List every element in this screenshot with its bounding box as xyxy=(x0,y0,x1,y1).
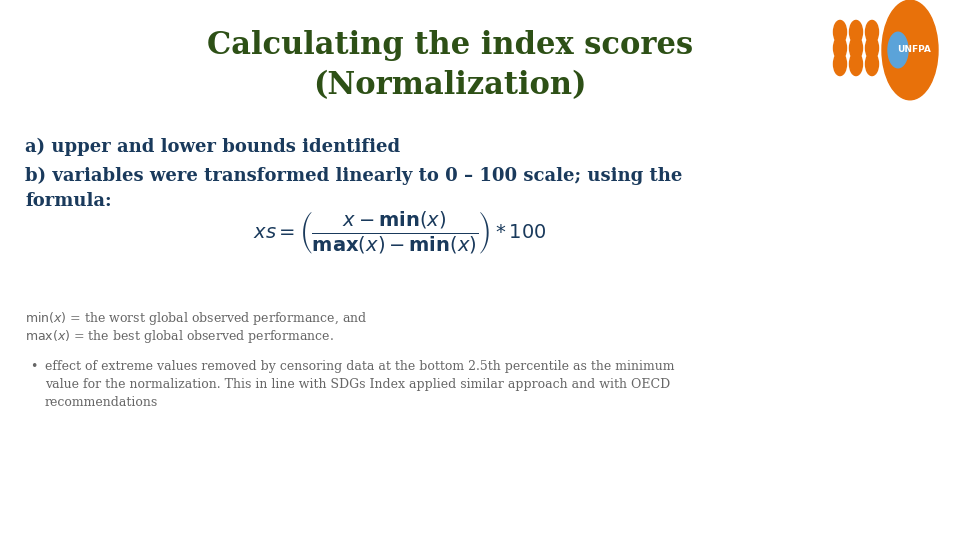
Ellipse shape xyxy=(882,0,938,100)
Text: (Normalization): (Normalization) xyxy=(313,70,587,101)
Ellipse shape xyxy=(833,21,847,44)
Ellipse shape xyxy=(850,36,862,59)
Ellipse shape xyxy=(850,52,862,76)
Text: formula:: formula: xyxy=(25,192,111,210)
Ellipse shape xyxy=(866,21,878,44)
Text: UNFPA: UNFPA xyxy=(897,45,931,55)
Text: •: • xyxy=(30,360,37,373)
Ellipse shape xyxy=(833,52,847,76)
Text: Calculating the index scores: Calculating the index scores xyxy=(207,30,693,61)
Text: $\mathrm{max}(x)$ = the best global observed performance.: $\mathrm{max}(x)$ = the best global obse… xyxy=(25,328,334,345)
Text: $\mathrm{min}(x)$ = the worst global observed performance, and: $\mathrm{min}(x)$ = the worst global obs… xyxy=(25,310,368,327)
Ellipse shape xyxy=(866,52,878,76)
Ellipse shape xyxy=(888,32,908,68)
Text: b) variables were transformed linearly to 0 – 100 scale; using the: b) variables were transformed linearly t… xyxy=(25,167,683,185)
Text: a) upper and lower bounds identified: a) upper and lower bounds identified xyxy=(25,138,400,156)
Ellipse shape xyxy=(866,36,878,59)
Text: $xs = \left( \dfrac{x - \mathbf{min}(x)}{\mathbf{max}(x) - \mathbf{min}(x)} \rig: $xs = \left( \dfrac{x - \mathbf{min}(x)}… xyxy=(253,210,547,256)
Ellipse shape xyxy=(850,21,862,44)
Text: effect of extreme values removed by censoring data at the bottom 2.5th percentil: effect of extreme values removed by cens… xyxy=(45,360,675,409)
Ellipse shape xyxy=(833,36,847,59)
